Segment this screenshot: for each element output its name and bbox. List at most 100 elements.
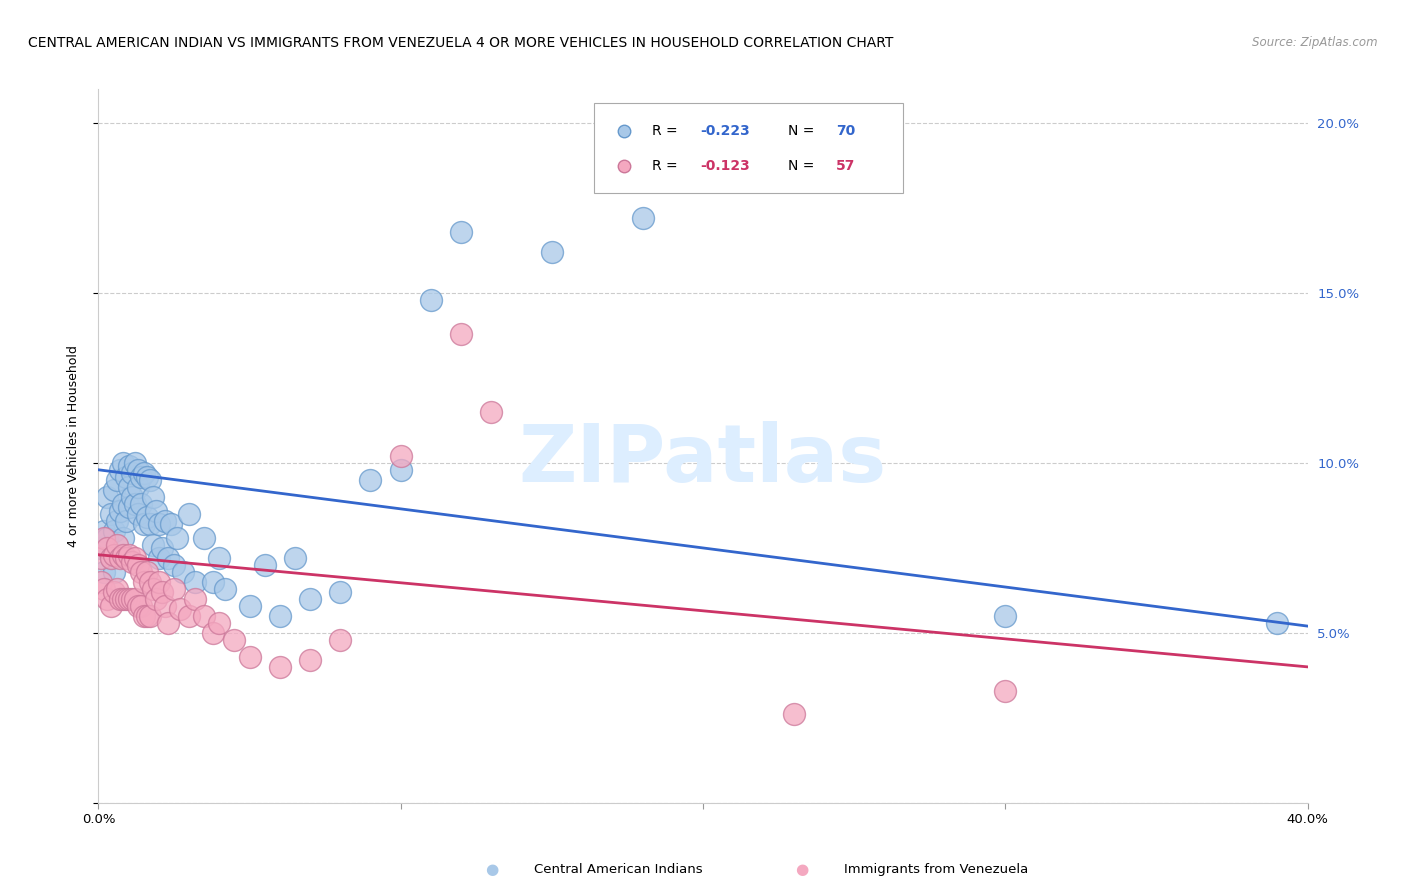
Point [105, 514, 128, 528]
Point [153, 599, 176, 613]
Point [121, 490, 143, 504]
Point [93, 565, 115, 579]
Point [156, 615, 179, 630]
Point [103, 524, 125, 538]
Point [145, 503, 167, 517]
Point [142, 537, 165, 551]
Point [135, 565, 157, 579]
Point [103, 548, 125, 562]
Point [150, 541, 173, 555]
Point [160, 517, 183, 532]
Text: N =: N = [787, 159, 818, 172]
Point [163, 582, 186, 596]
Point [692, 157, 714, 171]
Point [111, 456, 134, 470]
Point [103, 565, 125, 579]
Point [111, 591, 134, 606]
Point [108, 591, 131, 606]
Point [163, 558, 186, 572]
Point [299, 653, 322, 667]
Point [114, 514, 136, 528]
Point [96, 531, 118, 545]
Text: N =: N = [787, 124, 818, 137]
Point [179, 608, 201, 623]
Point [139, 574, 162, 589]
Point [139, 517, 162, 532]
Point [129, 599, 152, 613]
Point [139, 608, 162, 623]
Point [269, 660, 291, 674]
Text: 70: 70 [837, 124, 855, 137]
Point [108, 551, 131, 566]
Point [132, 608, 155, 623]
Point [184, 574, 207, 589]
Point [93, 582, 115, 596]
Point [90, 541, 112, 555]
Point [148, 574, 170, 589]
Point [100, 551, 122, 566]
Text: R =: R = [652, 124, 682, 137]
Text: ●: ● [485, 863, 499, 877]
Point [124, 551, 146, 566]
Point [360, 473, 382, 487]
Point [142, 490, 165, 504]
Point [103, 585, 125, 599]
Text: -0.223: -0.223 [700, 124, 751, 137]
Text: Immigrants from Venezuela: Immigrants from Venezuela [844, 863, 1028, 876]
Point [108, 463, 131, 477]
Text: Central American Indians: Central American Indians [534, 863, 703, 876]
Point [96, 490, 118, 504]
Point [124, 456, 146, 470]
Point [193, 608, 215, 623]
Point [202, 574, 225, 589]
Point [142, 582, 165, 596]
Point [129, 497, 152, 511]
Point [127, 480, 149, 494]
Point [100, 507, 122, 521]
Point [132, 517, 155, 532]
Point [179, 507, 201, 521]
Point [132, 466, 155, 480]
Point [184, 591, 207, 606]
Point [105, 582, 128, 596]
Text: ZIPatlas: ZIPatlas [519, 421, 887, 500]
Point [118, 548, 141, 562]
Text: CENTRAL AMERICAN INDIAN VS IMMIGRANTS FROM VENEZUELA 4 OR MORE VEHICLES IN HOUSE: CENTRAL AMERICAN INDIAN VS IMMIGRANTS FR… [28, 36, 893, 50]
Point [135, 469, 157, 483]
Point [121, 466, 143, 480]
Point [269, 608, 291, 623]
Point [139, 473, 162, 487]
Point [96, 591, 118, 606]
Point [132, 574, 155, 589]
Point [208, 615, 231, 630]
Point [127, 599, 149, 613]
Text: Source: ZipAtlas.com: Source: ZipAtlas.com [1253, 36, 1378, 49]
Text: R =: R = [652, 159, 682, 172]
Point [284, 551, 307, 566]
Point [253, 558, 276, 572]
Point [783, 707, 806, 722]
Point [420, 293, 443, 307]
Point [111, 548, 134, 562]
Point [121, 591, 143, 606]
Text: -0.123: -0.123 [700, 159, 751, 172]
Point [1267, 615, 1289, 630]
Point [202, 626, 225, 640]
Point [105, 473, 128, 487]
Point [90, 551, 112, 566]
Point [214, 582, 236, 596]
Point [450, 326, 472, 341]
Point [100, 551, 122, 566]
Point [239, 649, 262, 664]
Point [389, 449, 412, 463]
Point [299, 591, 322, 606]
Point [145, 591, 167, 606]
Point [127, 507, 149, 521]
Point [450, 225, 472, 239]
Point [111, 497, 134, 511]
Point [121, 555, 143, 569]
Text: ●: ● [794, 863, 808, 877]
Point [105, 537, 128, 551]
Y-axis label: 4 or more Vehicles in Household: 4 or more Vehicles in Household [67, 345, 80, 547]
Point [129, 469, 152, 483]
